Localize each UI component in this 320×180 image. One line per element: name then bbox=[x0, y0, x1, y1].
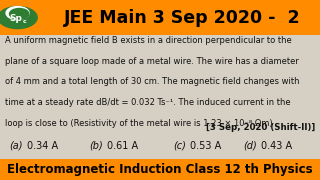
Text: (b): (b) bbox=[90, 141, 103, 151]
Text: JEE Main 3 Sep 2020 -  2: JEE Main 3 Sep 2020 - 2 bbox=[64, 8, 301, 27]
Text: (d): (d) bbox=[243, 141, 257, 151]
Text: Electromagnetic Induction Class 12 th Physics: Electromagnetic Induction Class 12 th Ph… bbox=[7, 163, 313, 176]
Text: [3 Sep, 2020 (Shift-II)]: [3 Sep, 2020 (Shift-II)] bbox=[206, 123, 315, 132]
Text: 0.53 A: 0.53 A bbox=[190, 141, 222, 151]
Text: 0.34 A: 0.34 A bbox=[27, 141, 58, 151]
Text: A uniform magnetic field B exists in a direction perpendicular to the: A uniform magnetic field B exists in a d… bbox=[5, 36, 292, 45]
Text: c: c bbox=[23, 19, 27, 24]
Circle shape bbox=[6, 7, 29, 19]
Text: of 4 mm and a total length of 30 cm. The magnetic field changes with: of 4 mm and a total length of 30 cm. The… bbox=[5, 77, 299, 86]
Circle shape bbox=[10, 8, 29, 19]
Text: 0.61 A: 0.61 A bbox=[107, 141, 138, 151]
Circle shape bbox=[0, 6, 37, 29]
Text: Sp: Sp bbox=[10, 14, 22, 23]
Text: (c): (c) bbox=[173, 141, 186, 151]
Text: (a): (a) bbox=[10, 141, 23, 151]
Text: time at a steady rate dB/dt = 0.032 Ts⁻¹. The induced current in the: time at a steady rate dB/dt = 0.032 Ts⁻¹… bbox=[5, 98, 291, 107]
Text: 0.43 A: 0.43 A bbox=[261, 141, 292, 151]
Text: loop is close to (Resistivity of the metal wire is 1.23 × 10⁻⁸ Ωm): loop is close to (Resistivity of the met… bbox=[5, 119, 272, 128]
FancyBboxPatch shape bbox=[0, 0, 320, 35]
Text: plane of a square loop made of a metal wire. The wire has a diameter: plane of a square loop made of a metal w… bbox=[5, 57, 299, 66]
FancyBboxPatch shape bbox=[0, 159, 320, 180]
